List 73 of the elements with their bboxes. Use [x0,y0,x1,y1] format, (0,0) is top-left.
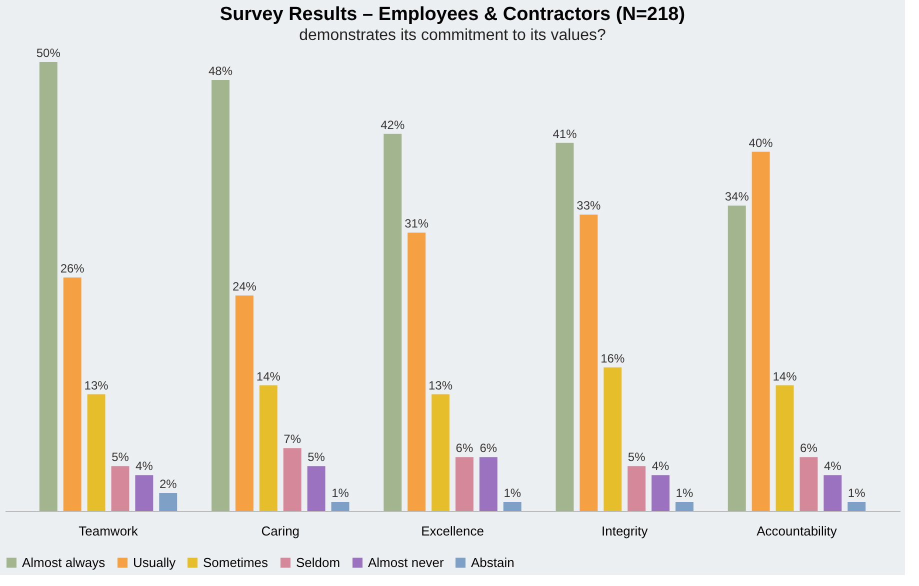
bar [39,62,58,511]
data-label: 13% [428,378,453,392]
bar [824,475,842,511]
data-label: 4% [136,459,154,474]
data-label: 6% [456,441,474,456]
legend-label: Seldom [296,554,340,570]
bar [63,278,82,511]
bar [776,385,794,511]
bar [752,152,770,511]
legend-label: Sometimes [203,554,269,570]
x-tick-label: Caring [261,524,300,538]
data-label: 33% [576,198,602,213]
data-label: 1% [332,486,350,500]
bar [580,214,598,511]
data-label: 5% [628,450,646,464]
data-label: 14% [772,369,798,384]
bar [259,385,278,511]
bar [503,502,522,511]
legend-label: Almost never [368,554,445,570]
bar [307,466,326,511]
bar [652,475,670,511]
bar [331,502,350,511]
data-label: 5% [308,450,326,464]
data-label: 2% [159,477,178,492]
data-label: 41% [552,126,578,141]
bar [455,457,474,511]
data-label: 40% [748,136,774,150]
data-label: 1% [676,486,694,500]
chart-subtitle: demonstrates its commitment to its values? [299,27,606,44]
data-label: 31% [404,216,429,231]
data-label: 48% [208,64,233,78]
bar [432,394,450,511]
bar [135,475,154,511]
bar [212,80,230,511]
bar [111,466,130,511]
bar [628,466,646,511]
bar [283,448,302,511]
data-label: 24% [232,279,257,294]
data-label: 6% [800,441,818,456]
bar [728,206,746,511]
data-label: 5% [112,450,130,464]
bar [604,367,622,511]
bar [556,142,574,511]
x-tick-label: Teamwork [78,524,138,538]
data-label: 16% [600,351,625,366]
data-label: 13% [84,378,109,392]
data-label: 4% [652,459,670,474]
data-label: 1% [504,486,522,500]
legend-label: Usually [133,554,176,570]
data-label: 14% [256,369,281,384]
bar [676,502,694,511]
data-label: 6% [480,441,498,456]
bar [408,232,426,511]
x-tick-label: Excellence [421,524,484,538]
bar [235,295,254,511]
bar [159,493,178,511]
data-label: 7% [284,432,302,446]
data-label: 4% [824,459,842,474]
data-label: 42% [380,118,405,132]
chart-title: Survey Results – Employees & Contractors (N=218) [220,4,686,25]
data-label: 1% [848,486,866,500]
bar [87,394,106,511]
bar [384,134,402,511]
x-tick-label: Integrity [601,524,648,538]
data-label: 34% [724,190,750,204]
legend-label: Almost always [22,554,106,570]
x-tick-label: Accountability [756,524,838,538]
bar [848,502,866,511]
data-label: 50% [36,46,61,60]
data-label: 26% [60,262,85,276]
bar [800,457,818,511]
legend-label: Abstain [471,554,514,570]
bar [479,457,498,511]
